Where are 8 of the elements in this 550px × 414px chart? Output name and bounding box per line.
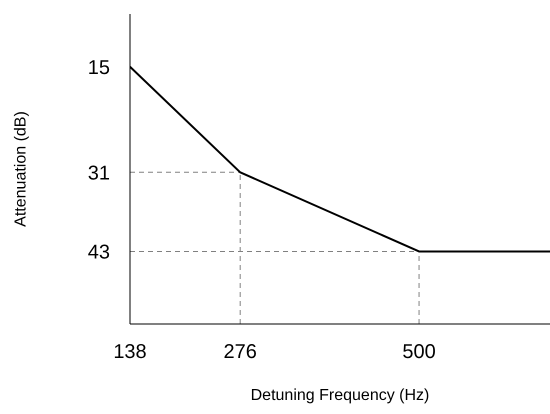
x-tick-label: 276: [224, 341, 257, 364]
x-tick-label: 138: [113, 341, 147, 364]
x-tick-label: 500: [402, 341, 436, 364]
y-tick-label: 43: [88, 242, 110, 264]
y-tick-label: 15: [88, 56, 110, 79]
y-axis-title: Attenuation (dB): [12, 111, 30, 227]
x-axis-title: Detuning Frequency (Hz): [250, 387, 430, 404]
y-tick-label: 31: [88, 162, 110, 184]
